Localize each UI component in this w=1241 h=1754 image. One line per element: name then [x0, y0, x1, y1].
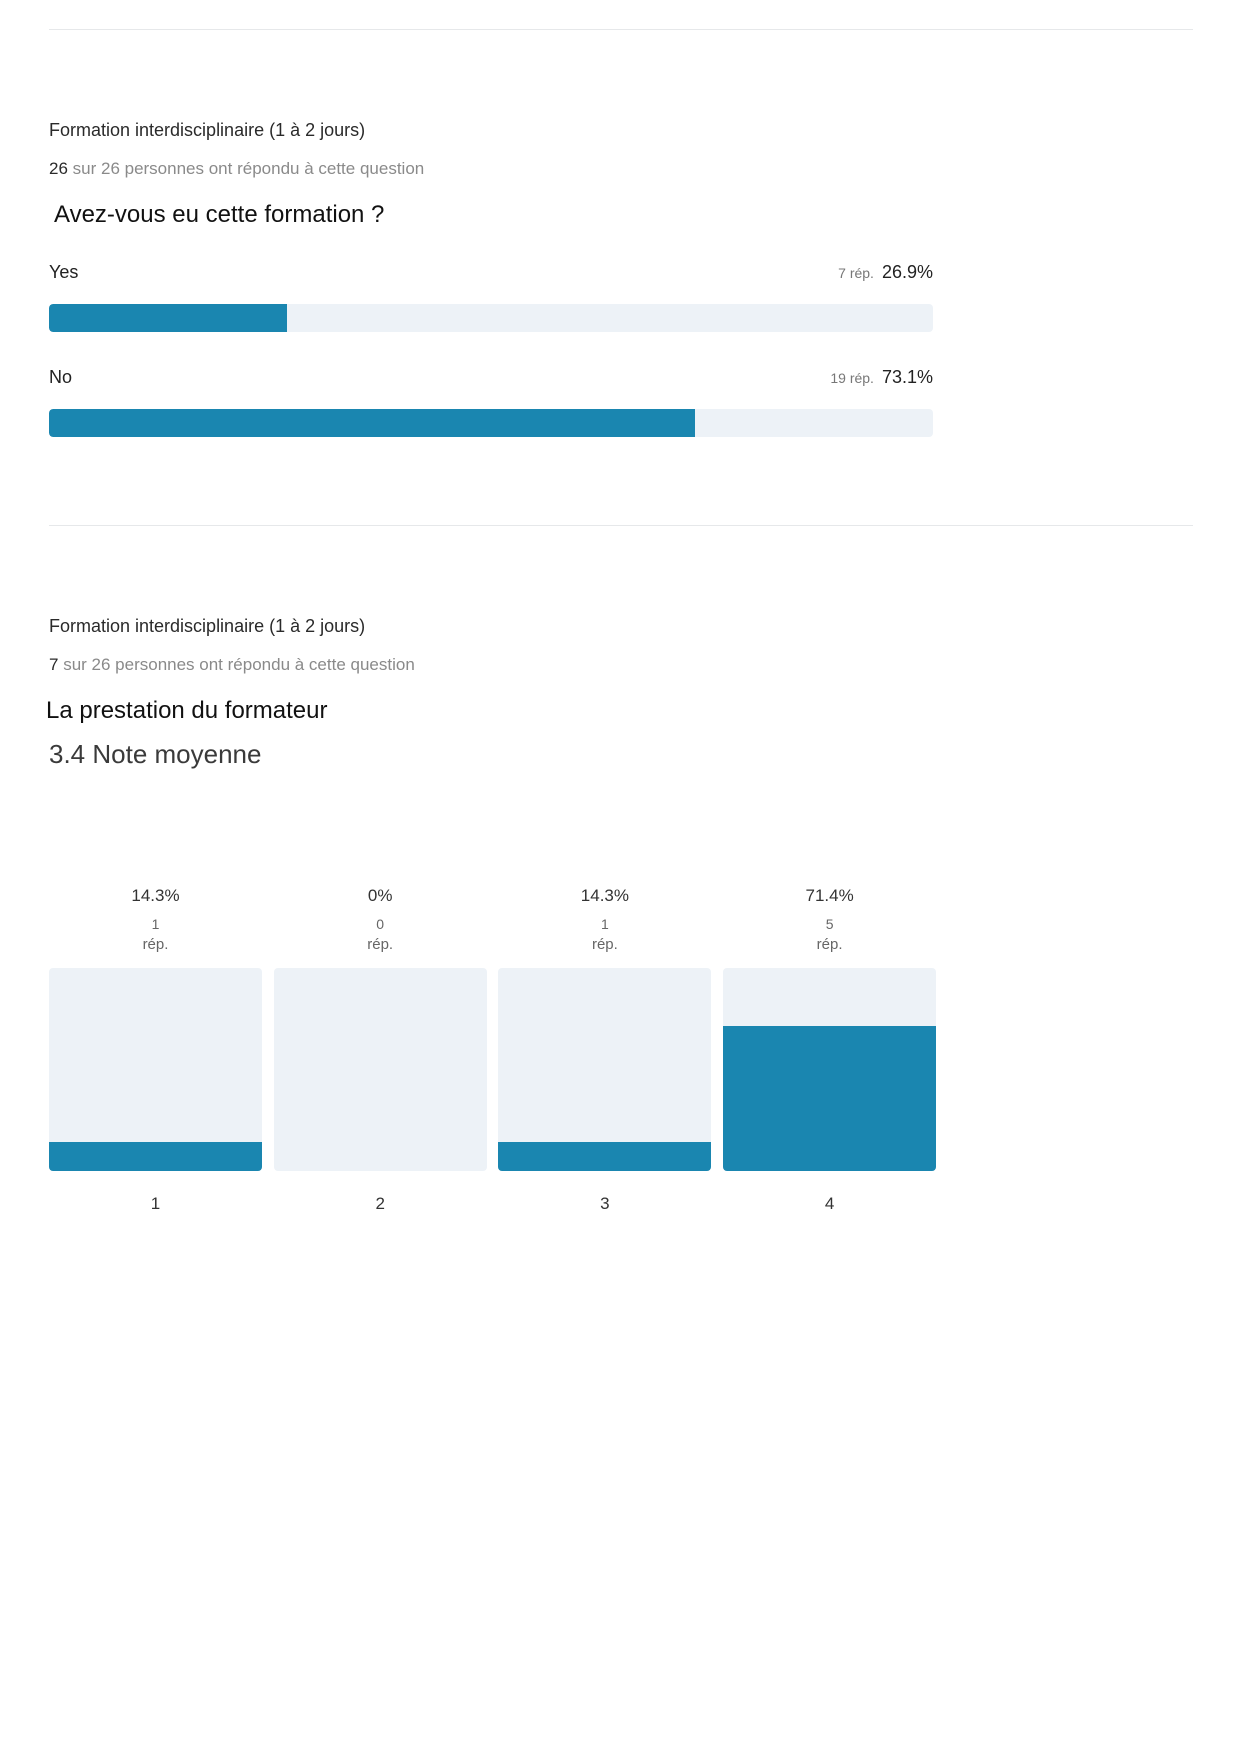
choice-responses: 19 rép. — [830, 370, 874, 386]
response-count-number: 7 — [49, 655, 59, 674]
rating-distribution-chart: 14.3% 1 rép. 1 0% 0 rép. 2 14.3% 1 rép. 3 71.4% 5 rép.… — [49, 886, 937, 1226]
choice-percent: 26.9% — [881, 262, 933, 282]
data-label-unit: rép. — [591, 936, 618, 953]
question-block-yes-no: Formation interdisciplinaire (1 à 2 jour… — [49, 120, 1193, 437]
x-tick-label: 2 — [375, 1194, 385, 1213]
bar — [723, 1026, 937, 1171]
choice-label: No — [49, 367, 73, 387]
top-divider — [49, 29, 1193, 30]
data-label-unit: rép. — [367, 936, 394, 953]
bar-track — [498, 968, 712, 1171]
bar — [49, 1141, 262, 1171]
choice-responses: 7 rép. — [838, 265, 874, 281]
x-tick-label: 3 — [600, 1194, 610, 1213]
response-count-text: sur 26 personnes ont répondu à cette que… — [58, 655, 415, 674]
response-count: 7 sur 26 personnes ont répondu à cette q… — [49, 655, 1193, 675]
average-rating: 3.4 Note moyenne — [49, 739, 262, 769]
bar-track — [49, 968, 262, 1171]
progress-fill — [49, 304, 287, 332]
progress-track — [49, 409, 933, 437]
choice-no: No 19 rép. 73.1% — [49, 367, 933, 437]
question-block-rating: Formation interdisciplinaire (1 à 2 jour… — [46, 616, 1193, 1213]
data-label-percent: 0% — [367, 886, 393, 905]
category-title: Formation interdisciplinaire (1 à 2 jour… — [49, 616, 366, 636]
bar — [498, 1141, 712, 1171]
progress-fill — [49, 409, 696, 437]
rating-column-4: 71.4% 5 rép. 4 — [723, 886, 937, 1226]
response-count-text: sur 26 personnes ont répondu à cette que… — [67, 159, 425, 178]
data-label-unit: rép. — [816, 936, 843, 953]
middle-divider — [49, 525, 1193, 526]
data-label-unit: rép. — [142, 936, 169, 953]
data-label-percent: 14.3% — [580, 886, 629, 905]
rating-column-2: 0% 0 rép. 2 — [273, 886, 487, 1226]
choice-percent: 73.1% — [881, 367, 933, 387]
progress-track — [49, 304, 933, 332]
data-label-percent: 71.4% — [805, 886, 854, 905]
bar-track — [273, 968, 487, 1171]
data-label-count: 0 — [376, 916, 385, 932]
bar-track — [723, 968, 937, 1171]
question-title: Avez-vous eu cette formation ? — [54, 201, 385, 228]
rating-column-1: 14.3% 1 rép. 1 — [49, 886, 262, 1226]
rating-column-3: 14.3% 1 rép. 3 — [498, 886, 712, 1226]
choice-label: Yes — [49, 262, 79, 282]
category-title: Formation interdisciplinaire (1 à 2 jour… — [49, 120, 366, 140]
choice-yes: Yes 7 rép. 26.9% — [49, 262, 933, 332]
response-count-number: 26 — [49, 159, 68, 178]
x-tick-label: 4 — [824, 1194, 835, 1213]
data-label-count: 5 — [825, 916, 834, 932]
x-tick-label: 1 — [150, 1194, 161, 1213]
question-title: La prestation du formateur — [46, 697, 328, 724]
data-label-count: 1 — [151, 916, 160, 932]
data-label-percent: 14.3% — [131, 886, 180, 905]
data-label-count: 1 — [600, 916, 609, 932]
response-count: 26 sur 26 personnes ont répondu à cette … — [49, 159, 1193, 179]
